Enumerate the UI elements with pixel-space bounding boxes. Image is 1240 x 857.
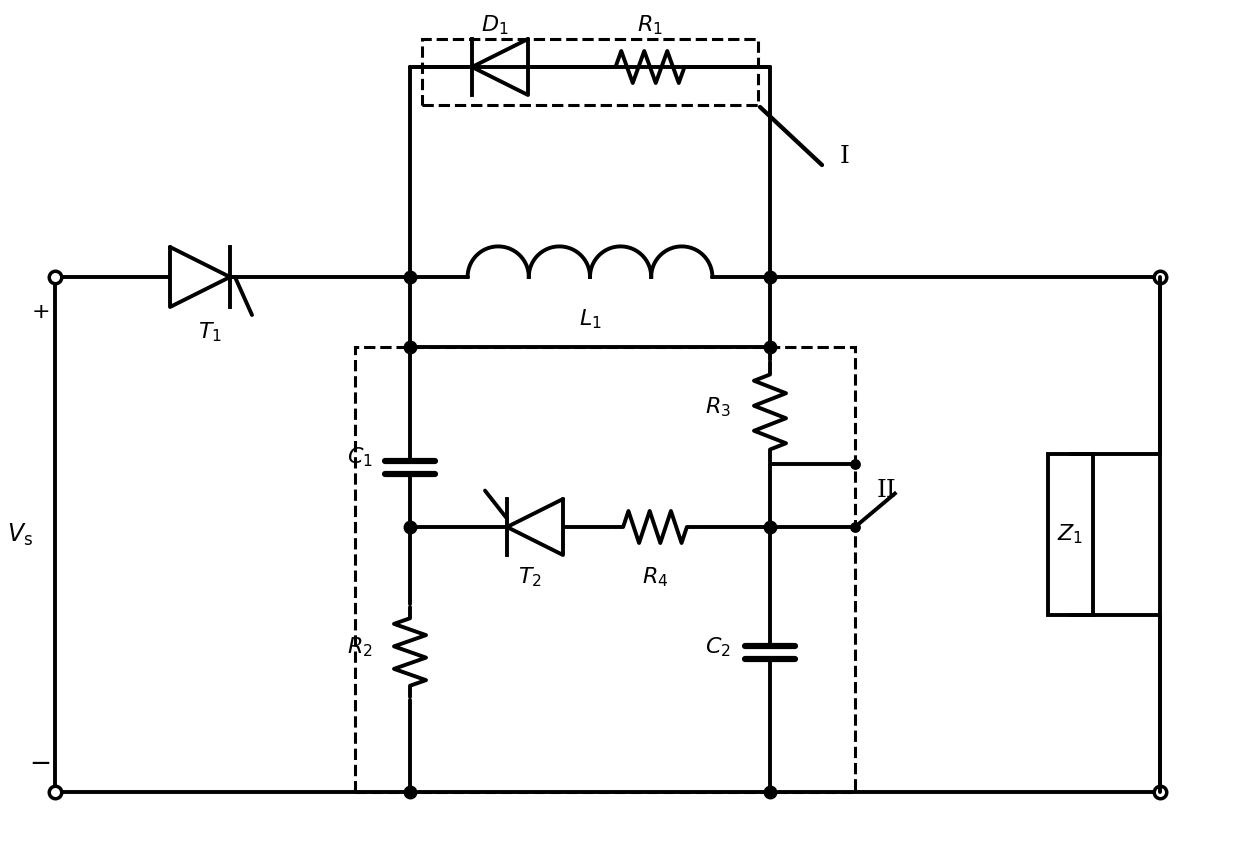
Text: $D_1$: $D_1$ (481, 13, 508, 37)
Text: $V_{\rm s}$: $V_{\rm s}$ (7, 521, 33, 548)
Text: $R_2$: $R_2$ (347, 635, 373, 659)
Text: II: II (877, 479, 897, 502)
Text: I: I (839, 146, 849, 169)
Text: $R_3$: $R_3$ (706, 395, 730, 419)
Text: $R_1$: $R_1$ (637, 13, 663, 37)
Text: $C_2$: $C_2$ (706, 635, 730, 659)
Text: $L_1$: $L_1$ (579, 307, 601, 331)
Text: $T_1$: $T_1$ (198, 321, 222, 344)
Text: $+$: $+$ (31, 301, 50, 323)
Text: $-$: $-$ (30, 750, 51, 775)
Text: $T_2$: $T_2$ (518, 566, 542, 589)
Text: $R_4$: $R_4$ (642, 566, 668, 589)
Text: $C_1$: $C_1$ (347, 445, 373, 469)
Text: $Z_1$: $Z_1$ (1056, 523, 1083, 546)
